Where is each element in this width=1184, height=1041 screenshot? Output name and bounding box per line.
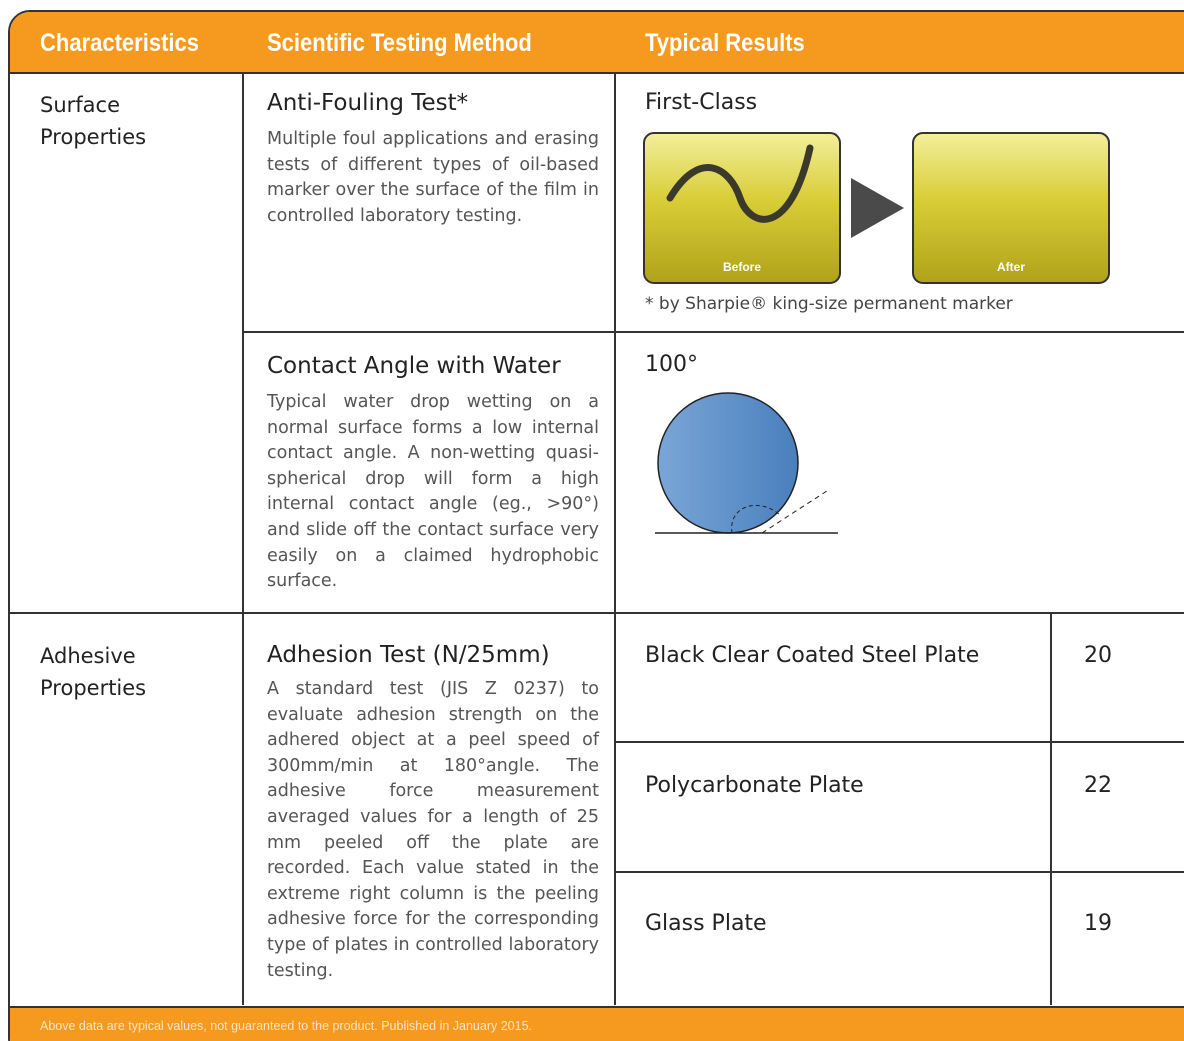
result: 100° bbox=[645, 352, 698, 377]
column-header: Typical Results bbox=[645, 29, 805, 57]
marker-stroke bbox=[666, 144, 814, 223]
divider bbox=[1050, 613, 1052, 1005]
column-header: Characteristics bbox=[40, 29, 199, 57]
column-header: Scientific Testing Method bbox=[267, 29, 532, 57]
note: * by Sharpie® king-size permanent marker bbox=[645, 294, 1013, 314]
plate: Glass Plate bbox=[645, 911, 767, 936]
image-label: After bbox=[997, 260, 1025, 274]
divider bbox=[242, 72, 244, 1005]
test-title: Adhesion Test (N/25mm) bbox=[267, 642, 550, 668]
drop-diagram bbox=[655, 392, 838, 534]
before-after-images: Before After bbox=[643, 132, 1110, 284]
divider bbox=[8, 612, 1184, 614]
footer-text: Above data are typical values, not guara… bbox=[40, 1019, 532, 1033]
divider bbox=[615, 741, 1184, 743]
value: 20 bbox=[1084, 643, 1112, 668]
divider bbox=[243, 331, 1184, 333]
arrow bbox=[851, 178, 904, 238]
header-bar bbox=[10, 12, 1184, 74]
value: 19 bbox=[1084, 911, 1112, 936]
plate: Polycarbonate Plate bbox=[645, 773, 864, 798]
result: First-Class bbox=[645, 90, 758, 115]
characteristic: Surface Properties bbox=[40, 93, 147, 149]
after-image bbox=[912, 132, 1110, 284]
footer-bar bbox=[10, 1006, 1184, 1041]
value: 22 bbox=[1084, 773, 1112, 798]
plate: Black Clear Coated Steel Plate bbox=[645, 643, 980, 668]
image-label: Before bbox=[723, 260, 761, 274]
divider bbox=[615, 871, 1184, 873]
test-title: Contact Angle with Water bbox=[267, 353, 561, 379]
test-description: Multiple foul applications and erasing t… bbox=[267, 129, 599, 226]
test-description: A standard test (JIS Z 0237) to evaluate… bbox=[267, 679, 599, 981]
test-description: Typical water drop wetting on a normal s… bbox=[267, 392, 599, 592]
test-title: Anti-Fouling Test* bbox=[267, 90, 469, 116]
table-frame bbox=[8, 10, 1184, 1041]
divider bbox=[614, 72, 616, 1005]
characteristic: Adhesive Properties bbox=[40, 644, 147, 700]
